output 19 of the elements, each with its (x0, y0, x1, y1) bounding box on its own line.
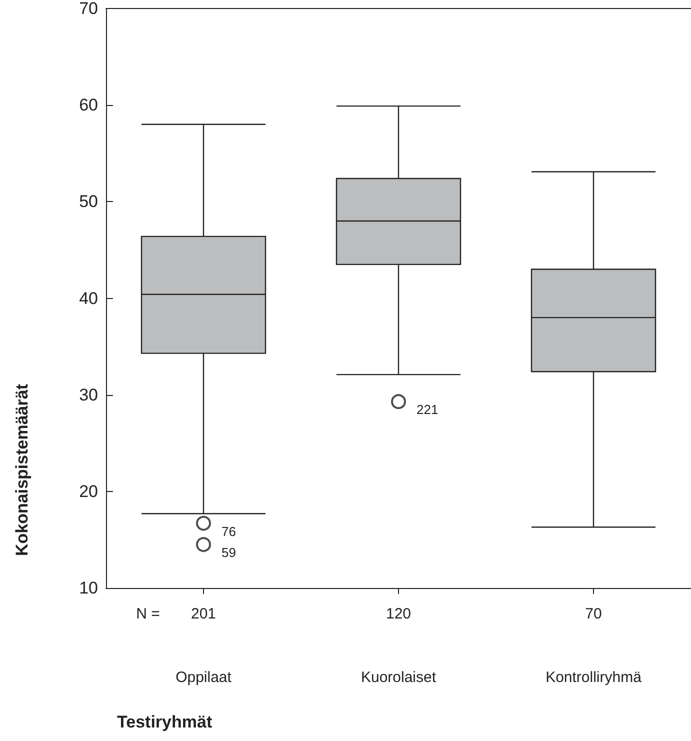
y-tick-label: 20 (79, 482, 98, 501)
x-tick-label: Oppilaat (176, 669, 232, 686)
x-tick-label: Kontrolliryhmä (546, 669, 642, 686)
annotation: 59 (222, 545, 236, 560)
text: 201 (190, 606, 216, 622)
y-tick-label: 30 (79, 385, 98, 404)
annotation: 221 (416, 402, 438, 418)
y-tick-label: 50 (79, 192, 98, 212)
text: N = (136, 606, 160, 622)
x-axis-title: Testiryhmät (117, 712, 212, 732)
x-tick-label: Kuorolaiset (360, 669, 437, 686)
y-axis-title: Kokonaispistemäärät (12, 384, 32, 556)
annotation: 76 (222, 524, 236, 539)
text: 120 (386, 606, 412, 622)
y-tick-label: 60 (79, 96, 98, 115)
y-tick-label: 40 (79, 288, 98, 308)
y-tick-label: 70 (79, 0, 98, 18)
text: 70 (585, 606, 602, 622)
y-tick-label: 10 (79, 578, 98, 598)
